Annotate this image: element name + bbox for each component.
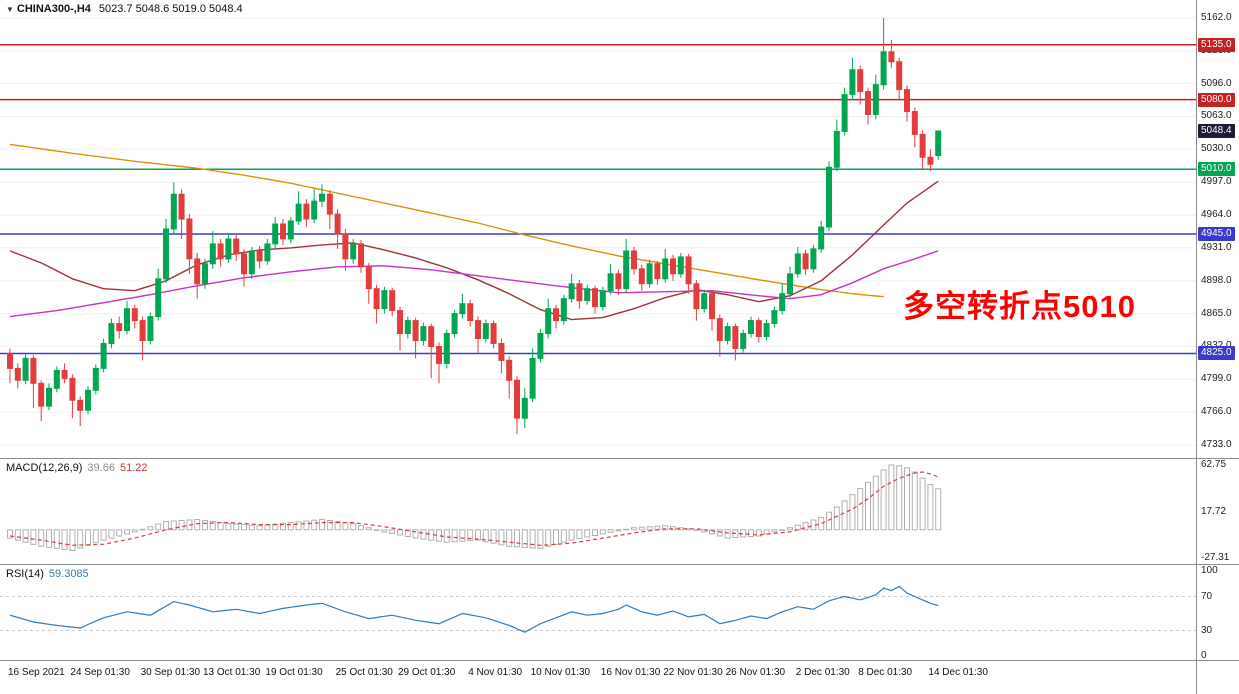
- axis-tick-label: 4865.0: [1201, 307, 1232, 319]
- time-label: 4 Nov 01:30: [468, 667, 523, 678]
- price-line-label: 4825.0: [1198, 346, 1235, 361]
- axis-tick-label: 4931.0: [1201, 241, 1232, 253]
- price-line-label: 5010.0: [1198, 162, 1235, 177]
- price-line-label: 4945.0: [1198, 226, 1235, 241]
- axis-tick-label: 5030.0: [1201, 143, 1232, 155]
- axis-tick-label: 17.72: [1201, 505, 1227, 517]
- macd-chart[interactable]: [0, 459, 1196, 564]
- time-label: 24 Sep 01:30: [70, 667, 130, 678]
- axis-tick-label: 62.75: [1201, 459, 1227, 470]
- time-label: 2 Dec 01:30: [795, 667, 850, 678]
- axis-tick-label: 4997.0: [1201, 176, 1232, 188]
- axis-tick-label: 5063.0: [1201, 110, 1232, 122]
- rsi-chart[interactable]: [0, 565, 1196, 660]
- symbol-dropdown-icon[interactable]: ▼: [6, 5, 14, 14]
- axis-tick-label: 4964.0: [1201, 209, 1232, 221]
- time-label: 22 Nov 01:30: [663, 667, 723, 678]
- axis-tick-label: 4898.0: [1201, 274, 1232, 286]
- rsi-indicator-name: RSI(14): [6, 568, 44, 580]
- chart-title: ▼ CHINA300-,H4 5023.7 5048.6 5019.0 5048.4: [6, 3, 243, 15]
- panel-divider[interactable]: [0, 458, 1239, 459]
- macd-label: MACD(12,26,9) 39.66 51.22: [6, 462, 147, 474]
- time-label: 25 Oct 01:30: [335, 667, 393, 678]
- rsi-value: 59.3085: [48, 568, 89, 580]
- time-label: 26 Nov 01:30: [725, 667, 786, 678]
- axis-tick-label: -27.31: [1201, 552, 1230, 563]
- chart-annotation-text: 多空转折点5010: [903, 289, 1136, 324]
- candlestick-chart[interactable]: [0, 0, 1196, 458]
- panel-divider: [0, 660, 1239, 661]
- price-axis[interactable]: 5162.05129.05096.05063.05030.04997.04964…: [1196, 0, 1239, 458]
- price-line-label: 5080.0: [1198, 92, 1235, 107]
- axis-tick-label: 4733.0: [1201, 439, 1232, 451]
- price-line-label: 5135.0: [1198, 37, 1235, 52]
- ohlc-values: 5023.7 5048.6 5019.0 5048.4: [98, 3, 243, 15]
- time-axis[interactable]: 16 Sep 2021 24 Sep 01:30 30 Sep 01:30 13 Oc…: [0, 661, 1196, 694]
- time-label: 16 Sep 2021: [8, 667, 65, 678]
- axis-corner: [1196, 661, 1239, 694]
- panel-divider[interactable]: [0, 564, 1239, 565]
- time-label: 13 Oct 01:30: [203, 667, 261, 678]
- time-label: 14 Dec 01:30: [928, 667, 988, 678]
- time-label: 19 Oct 01:30: [265, 667, 323, 678]
- axis-tick-label: 4766.0: [1201, 406, 1232, 418]
- axis-tick-label: 30: [1201, 624, 1213, 636]
- symbol-timeframe-label: CHINA300-,H4: [16, 3, 91, 15]
- time-label: 30 Sep 01:30: [140, 667, 201, 678]
- time-label: 10 Nov 01:30: [530, 667, 591, 678]
- axis-tick-label: 4799.0: [1201, 373, 1232, 385]
- macd-main-value: 39.66: [87, 462, 115, 474]
- rsi-value-axis: 100 70 30 0: [1196, 565, 1239, 661]
- macd-indicator-name: MACD(12,26,9): [6, 462, 83, 474]
- axis-tick-label: 0: [1201, 650, 1207, 661]
- macd-value-axis: 62.75 17.72 -27.31: [1196, 459, 1239, 564]
- time-label: 16 Nov 01:30: [600, 667, 661, 678]
- time-label: 29 Oct 01:30: [398, 667, 456, 678]
- rsi-label: RSI(14) 59.3085: [6, 568, 89, 580]
- axis-tick-label: 5096.0: [1201, 77, 1232, 89]
- price-line-label: 5048.4: [1198, 124, 1235, 139]
- axis-tick-label: 100: [1201, 565, 1218, 576]
- axis-tick-label: 5162.0: [1201, 11, 1232, 23]
- axis-tick-label: 4832.0: [1201, 340, 1232, 351]
- time-label: 8 Dec 01:30: [858, 667, 913, 678]
- macd-signal-value: 51.22: [119, 462, 148, 474]
- axis-tick-label: 70: [1201, 590, 1213, 602]
